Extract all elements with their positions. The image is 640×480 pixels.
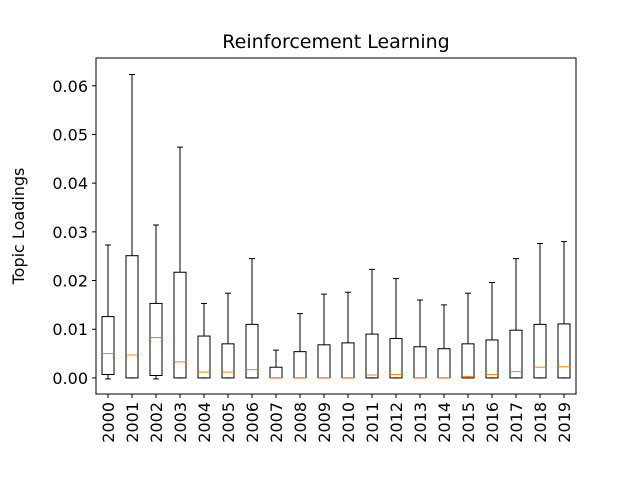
box-iqr <box>485 339 499 379</box>
box-2017 <box>509 258 523 379</box>
box-2007 <box>269 349 283 379</box>
x-tick-label: 2004 <box>195 402 214 443</box>
x-tick-label: 2017 <box>507 402 526 443</box>
x-tick-label: 2006 <box>243 402 262 443</box>
x-tick-label: 2008 <box>291 402 310 443</box>
box-iqr <box>197 335 211 379</box>
box-2013 <box>413 299 427 379</box>
x-tick-label: 2009 <box>315 402 334 443</box>
x-tick-label: 2012 <box>387 402 406 443</box>
box-2011 <box>365 268 379 379</box>
box-2008 <box>293 313 307 379</box>
x-tick-label: 2019 <box>555 402 574 443</box>
y-tick-label: 0.04 <box>52 174 88 193</box>
y-tick-label: 0.01 <box>52 320 88 339</box>
box-iqr <box>533 323 547 379</box>
box-iqr <box>557 323 571 379</box>
box-2004 <box>197 302 211 379</box>
y-tick-label: 0.05 <box>52 125 88 144</box>
x-tick-label: 2018 <box>531 402 550 443</box>
box-2019 <box>557 241 571 379</box>
y-tick-label: 0.00 <box>52 369 88 388</box>
box-2006 <box>245 258 259 379</box>
box-iqr <box>221 343 235 379</box>
box-iqr <box>149 302 163 376</box>
box-iqr <box>173 271 187 379</box>
x-tick-label: 2002 <box>147 402 166 443</box>
x-tick-label: 2013 <box>411 402 430 443</box>
box-2005 <box>221 292 235 379</box>
box-iqr <box>101 316 115 376</box>
y-axis-ticks: 0.00 0.01 0.02 0.03 0.04 0.05 0.06 <box>52 77 96 388</box>
box-iqr <box>245 323 259 379</box>
x-tick-label: 2003 <box>171 402 190 443</box>
box-2018 <box>533 243 547 379</box>
box-2014 <box>437 304 451 379</box>
box-2000 <box>101 244 115 380</box>
box-iqr <box>365 333 379 379</box>
x-tick-label: 2011 <box>363 402 382 443</box>
box-iqr <box>509 329 523 379</box>
x-tick-label: 2014 <box>435 402 454 443</box>
box-iqr <box>389 337 403 379</box>
y-tick-label: 0.03 <box>52 223 88 242</box>
box-2012 <box>389 278 403 379</box>
box-iqr <box>125 255 139 379</box>
box-2001 <box>125 74 139 379</box>
y-tick-label: 0.06 <box>52 77 88 96</box>
x-tick-label: 2010 <box>339 402 358 443</box>
x-tick-label: 2016 <box>483 402 502 443</box>
x-tick-label: 2001 <box>123 402 142 443</box>
x-tick-label: 2000 <box>99 402 118 443</box>
y-tick-label: 0.02 <box>52 272 88 291</box>
box-2003 <box>173 146 187 379</box>
x-tick-label: 2007 <box>267 402 286 443</box>
x-axis-ticks: 2000 2001 2002 2003 2004 2005 2006 2007 2008 2009… <box>99 394 574 443</box>
box-2002 <box>149 224 163 380</box>
box-2016 <box>485 281 499 379</box>
axes-frame <box>95 57 577 395</box>
x-tick-label: 2015 <box>459 402 478 443</box>
box-iqr <box>461 343 475 379</box>
x-tick-label: 2005 <box>219 402 238 443</box>
box-2015 <box>461 292 475 379</box>
box-2010 <box>341 291 355 379</box>
chart-title: Reinforcement Learning <box>222 31 449 53</box>
boxplot-series <box>101 74 571 380</box>
box-2009 <box>317 293 331 379</box>
y-axis-label: Topic Loadings <box>9 168 28 286</box>
